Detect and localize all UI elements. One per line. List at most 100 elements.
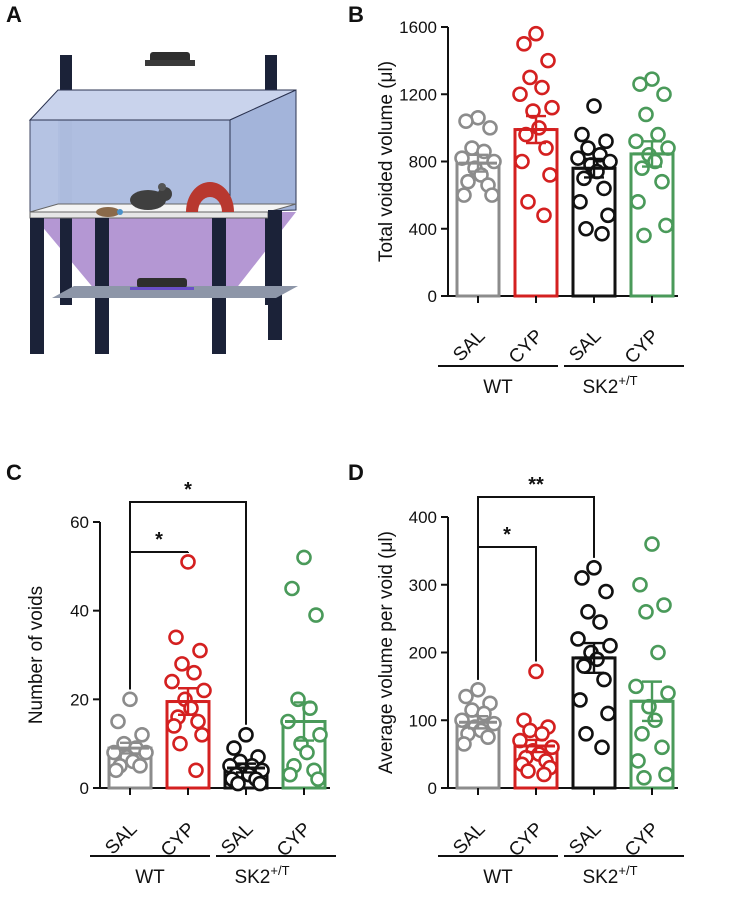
group-label-sk2-base: SK2 [234, 867, 270, 888]
small-mouse [96, 207, 120, 217]
data-point [580, 604, 596, 620]
data-point [164, 673, 180, 690]
mouse-body [130, 190, 166, 210]
panel-letter-c: C [6, 460, 22, 485]
data-point [183, 700, 199, 717]
data-point [654, 739, 670, 756]
data-point [516, 36, 532, 52]
data-point [486, 153, 502, 170]
data-point [525, 103, 541, 119]
data-point [528, 663, 544, 680]
data-point [226, 740, 242, 756]
data-point [166, 718, 182, 734]
data-point [538, 140, 554, 156]
water-drop [117, 209, 123, 215]
data-point [660, 685, 676, 701]
data-point [578, 220, 594, 237]
data-point [586, 98, 602, 114]
enclosure-side [229, 89, 297, 213]
data-point [598, 133, 614, 150]
top-camera-mount [145, 60, 195, 66]
y-tick-label: 1200 [399, 85, 437, 104]
data-point [540, 52, 556, 69]
data-point [574, 570, 590, 586]
bottom-shelf [52, 286, 298, 298]
data-point [594, 739, 610, 756]
significance-bracket [477, 546, 537, 680]
data-point [460, 173, 476, 190]
group-label-wt: WT [483, 867, 513, 888]
group-label-sk2: SK2+/T [582, 863, 637, 888]
data-point [594, 225, 610, 242]
data-point [586, 560, 602, 576]
apparatus-illustration [28, 52, 298, 354]
significance-label: * [155, 529, 163, 551]
category-label: CYP [157, 819, 199, 861]
data-point [656, 597, 672, 613]
y-tick-label: 100 [409, 711, 437, 730]
red-shelter [186, 182, 234, 212]
data-point [454, 712, 470, 729]
category-label: CYP [505, 819, 547, 861]
data-point [108, 762, 124, 779]
data-point [458, 113, 474, 129]
data-point [542, 167, 558, 183]
data-point [570, 631, 586, 647]
data-point [180, 554, 196, 570]
panel-letter-b: B [348, 2, 364, 27]
category-label: SAL [565, 819, 605, 859]
data-point [650, 126, 666, 143]
group-label-sk2-superscript: +/T [618, 863, 637, 878]
data-point [470, 681, 486, 698]
data-point [284, 580, 300, 597]
data-point [602, 637, 618, 654]
data-point [520, 194, 536, 210]
significance-label: * [503, 524, 511, 546]
category-label: SAL [565, 326, 605, 366]
y-axis-title: Number of voids [26, 586, 47, 724]
data-point [630, 753, 646, 769]
data-point [230, 775, 246, 792]
data-point [544, 99, 560, 116]
data-point [644, 536, 660, 552]
data-point [634, 725, 650, 742]
category-label: SAL [101, 819, 141, 859]
panel-letter-d: D [348, 460, 364, 485]
chart-panel-d: 0 100 200 300 400 Average volume per void (μl… [376, 474, 684, 888]
data-point [600, 705, 616, 722]
platform-edge [29, 211, 269, 219]
data-point [484, 187, 500, 203]
group-label-sk2: SK2+/T [234, 863, 289, 888]
y-tick-label: 200 [409, 644, 437, 663]
front-leg-left [30, 218, 44, 354]
data-point [576, 658, 592, 674]
data-point [456, 736, 472, 752]
data-point [522, 69, 538, 86]
data-point [299, 744, 315, 761]
y-tick-label: 0 [428, 779, 437, 798]
y-tick-label: 0 [428, 287, 437, 306]
y-tick-label: 0 [80, 779, 89, 798]
data-point [310, 771, 326, 787]
mouse-ear [158, 183, 166, 191]
significance-label: ** [528, 474, 544, 496]
data-point [632, 576, 648, 593]
data-point [636, 770, 652, 786]
data-point [592, 614, 608, 630]
data-point [252, 775, 268, 792]
data-point [192, 642, 208, 659]
y-tick-label: 800 [409, 153, 437, 172]
data-point [172, 735, 188, 752]
data-point [630, 194, 646, 210]
data-point [134, 726, 150, 743]
group-label-wt: WT [483, 377, 513, 398]
y-tick-label: 1600 [399, 18, 437, 37]
data-point [596, 180, 612, 197]
category-label: CYP [505, 326, 547, 368]
data-point [190, 713, 206, 730]
data-point [602, 153, 618, 170]
y-tick-label: 60 [70, 513, 89, 532]
data-point [638, 604, 654, 620]
data-point [650, 644, 666, 661]
group-label-wt: WT [135, 867, 165, 888]
